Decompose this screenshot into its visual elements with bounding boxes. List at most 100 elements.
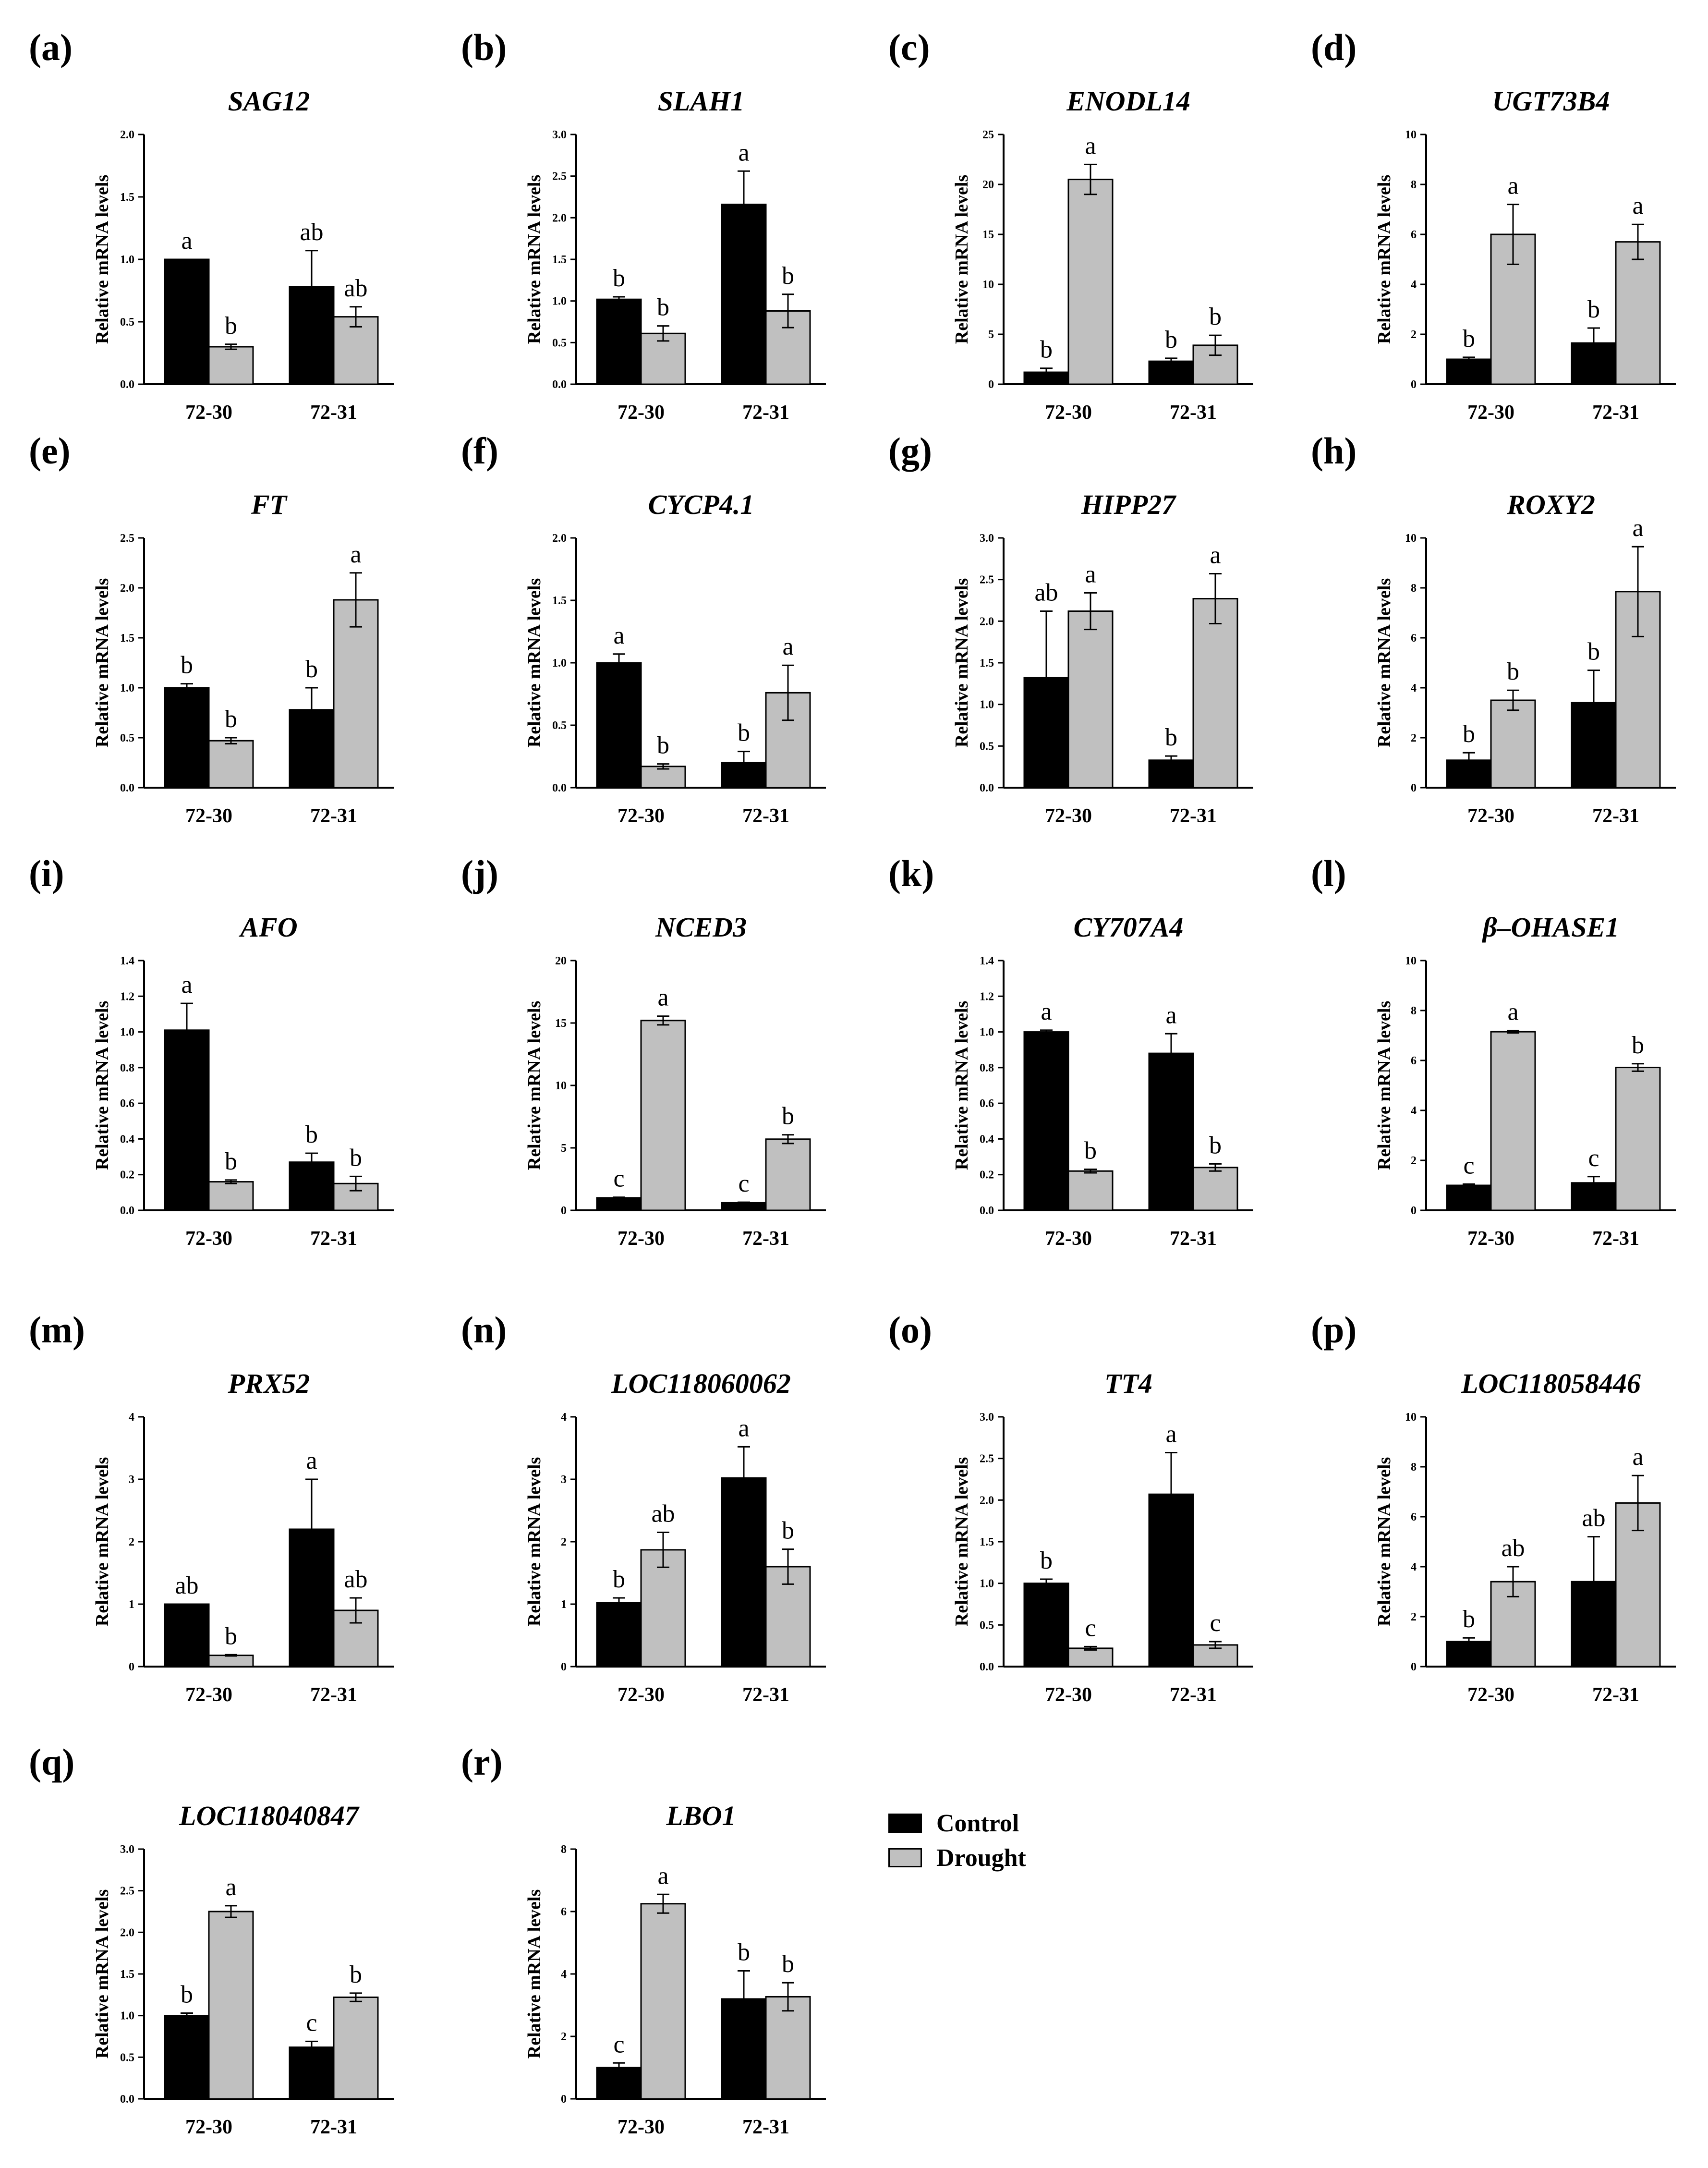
panel-k-y-tick-label: 0.8 — [980, 1062, 994, 1074]
panel-i-bar-drought-72-30 — [208, 1181, 254, 1211]
panel-d-y-tick-label: 10 — [1405, 129, 1417, 141]
panel-k-y-tick-label: 1.2 — [980, 990, 994, 1003]
panel-q-y-tick-label: 0.0 — [120, 2093, 134, 2106]
panel-g-y-tick-label: 1.5 — [980, 657, 994, 670]
panel-j-y-tick-label: 0 — [561, 1205, 567, 1217]
panel-c-bar-drought-72-30 — [1067, 179, 1114, 385]
panel-n-bar-control-72-30 — [596, 1602, 642, 1668]
panel-a-y-tick-label: 0.5 — [120, 316, 134, 329]
panel-k-bar-drought-72-30 — [1067, 1170, 1114, 1211]
panel-g-significance-letter: ab — [1034, 579, 1058, 607]
panel-h-bar-drought-72-30 — [1490, 699, 1536, 789]
panel-a-significance-letter: ab — [300, 219, 323, 246]
panel-m-label: (m) — [29, 1309, 85, 1351]
drought-swatch — [888, 1848, 922, 1867]
panel-a-bar-drought-72-31 — [333, 316, 379, 385]
panel-o-y-tick-label: 1.0 — [980, 1578, 994, 1590]
panel-i-y-axis-label: Relative mRNA levels — [92, 1001, 112, 1170]
panel-n-y-axis-label: Relative mRNA levels — [524, 1457, 545, 1626]
panel-l-y-tick-label: 6 — [1411, 1055, 1417, 1067]
panel-f-x-tick-label: 72-31 — [742, 805, 789, 827]
panel-o-significance-letter: a — [1165, 1421, 1176, 1448]
panel-p-title: LOC118058446 — [1461, 1368, 1641, 1399]
panel-r-significance-letter: b — [738, 1939, 750, 1966]
panel-e-title: FT — [251, 489, 288, 520]
panel-r-x-tick-label: 72-30 — [618, 2116, 665, 2138]
panel-i-y-tick-label: 0.8 — [120, 1062, 134, 1074]
panel-n-y-tick-label: 2 — [561, 1536, 567, 1548]
panel-n-significance-letter: ab — [651, 1500, 675, 1528]
panel-r-y-tick-label: 8 — [561, 1843, 567, 1856]
panel-c-x-tick-label: 72-31 — [1170, 402, 1217, 424]
panel-l-label: (l) — [1311, 853, 1346, 894]
panel-e-y-axis-label: Relative mRNA levels — [92, 578, 112, 747]
panel-n-significance-letter: b — [782, 1517, 794, 1545]
panel-e-x-tick-label: 72-30 — [185, 805, 232, 827]
panel-g-significance-letter: a — [1085, 560, 1096, 588]
panel-c-label: (c) — [888, 26, 930, 68]
panel-j-y-tick-label: 15 — [555, 1017, 567, 1030]
panel-h-significance-letter: a — [1632, 514, 1643, 542]
panel-i-title: AFO — [239, 912, 297, 943]
panel-g-y-tick-label: 2.0 — [980, 615, 994, 628]
panel-p-y-tick-label: 6 — [1411, 1511, 1417, 1523]
panel-b-y-tick-label: 0.5 — [552, 337, 567, 349]
panel-n-x-tick-label: 72-31 — [742, 1684, 789, 1706]
panel-n-title: LOC118060062 — [611, 1368, 791, 1399]
panel-i-y-tick-label: 1.0 — [120, 1026, 134, 1039]
panel-e-significance-letter: b — [305, 656, 318, 683]
panel-g-y-tick-label: 0.5 — [980, 740, 994, 753]
legend: Control Drought — [888, 1806, 1026, 1875]
panel-l-y-tick-label: 8 — [1411, 1005, 1417, 1017]
panel-k-bar-control-72-31 — [1148, 1052, 1194, 1211]
panel-c-bar-drought-72-31 — [1192, 344, 1238, 385]
panel-l-significance-letter: c — [1463, 1152, 1474, 1179]
panel-k-x-tick-label: 72-31 — [1170, 1228, 1217, 1250]
panel-g-y-tick-label: 2.5 — [980, 574, 994, 586]
panel-p-y-tick-label: 10 — [1405, 1411, 1417, 1424]
panel-m-x-tick-label: 72-31 — [310, 1684, 357, 1706]
panel-m-significance-letter: a — [306, 1447, 317, 1474]
panel-r-label: (r) — [461, 1741, 503, 1783]
panel-f-significance-letter: a — [613, 622, 624, 649]
panel-j-x-tick-label: 72-30 — [618, 1228, 665, 1250]
panel-m-significance-letter: ab — [175, 1572, 198, 1599]
panel-c-significance-letter: b — [1209, 303, 1222, 330]
panel-m-y-tick-label: 0 — [129, 1661, 134, 1673]
panel-l-y-tick-label: 0 — [1411, 1205, 1417, 1217]
panel-n-significance-letter: b — [613, 1566, 625, 1593]
panel-r-y-tick-label: 0 — [561, 2093, 567, 2106]
panel-l-y-tick-label: 4 — [1411, 1105, 1417, 1117]
panel-e-y-tick-label: 0.0 — [120, 782, 134, 794]
panel-f-label: (f) — [461, 430, 498, 472]
panel-k-y-tick-label: 1.4 — [980, 955, 994, 967]
panel-d-title: UGT73B4 — [1492, 85, 1610, 117]
panel-q-significance-letter: a — [225, 1874, 236, 1901]
panel-c-bar-control-72-31 — [1148, 360, 1194, 385]
panel-i-significance-letter: b — [350, 1144, 362, 1171]
panel-r-y-tick-label: 4 — [561, 1968, 567, 1981]
panel-i-y-tick-label: 0.6 — [120, 1097, 134, 1110]
panel-r-title: LBO1 — [666, 1800, 736, 1831]
legend-label-control: Control — [936, 1809, 1019, 1837]
panel-a-x-tick-label: 72-30 — [185, 402, 232, 424]
panel-l-bar-drought-72-31 — [1615, 1067, 1661, 1211]
panel-k-significance-letter: a — [1041, 998, 1052, 1025]
panel-f-significance-letter: a — [782, 633, 793, 660]
panel-a-y-tick-label: 0.0 — [120, 378, 134, 391]
panel-f-significance-letter: b — [657, 732, 669, 759]
panel-j-y-tick-label: 10 — [555, 1080, 567, 1092]
panel-e-y-tick-label: 1.5 — [120, 632, 134, 645]
panel-k-y-axis-label: Relative mRNA levels — [952, 1001, 972, 1170]
panel-o-y-tick-label: 2.5 — [980, 1453, 994, 1465]
panel-i-significance-letter: a — [181, 971, 192, 999]
panel-b-significance-letter: b — [657, 294, 669, 321]
panel-j-x-tick-label: 72-31 — [742, 1228, 789, 1250]
panel-b-x-tick-label: 72-31 — [742, 402, 789, 424]
panel-h-y-tick-label: 0 — [1411, 782, 1417, 794]
panel-o-x-tick-label: 72-31 — [1170, 1684, 1217, 1706]
panel-p-y-axis-label: Relative mRNA levels — [1374, 1457, 1394, 1626]
legend-label-drought: Drought — [936, 1844, 1026, 1872]
panel-d-bar-control-72-30 — [1446, 358, 1492, 385]
